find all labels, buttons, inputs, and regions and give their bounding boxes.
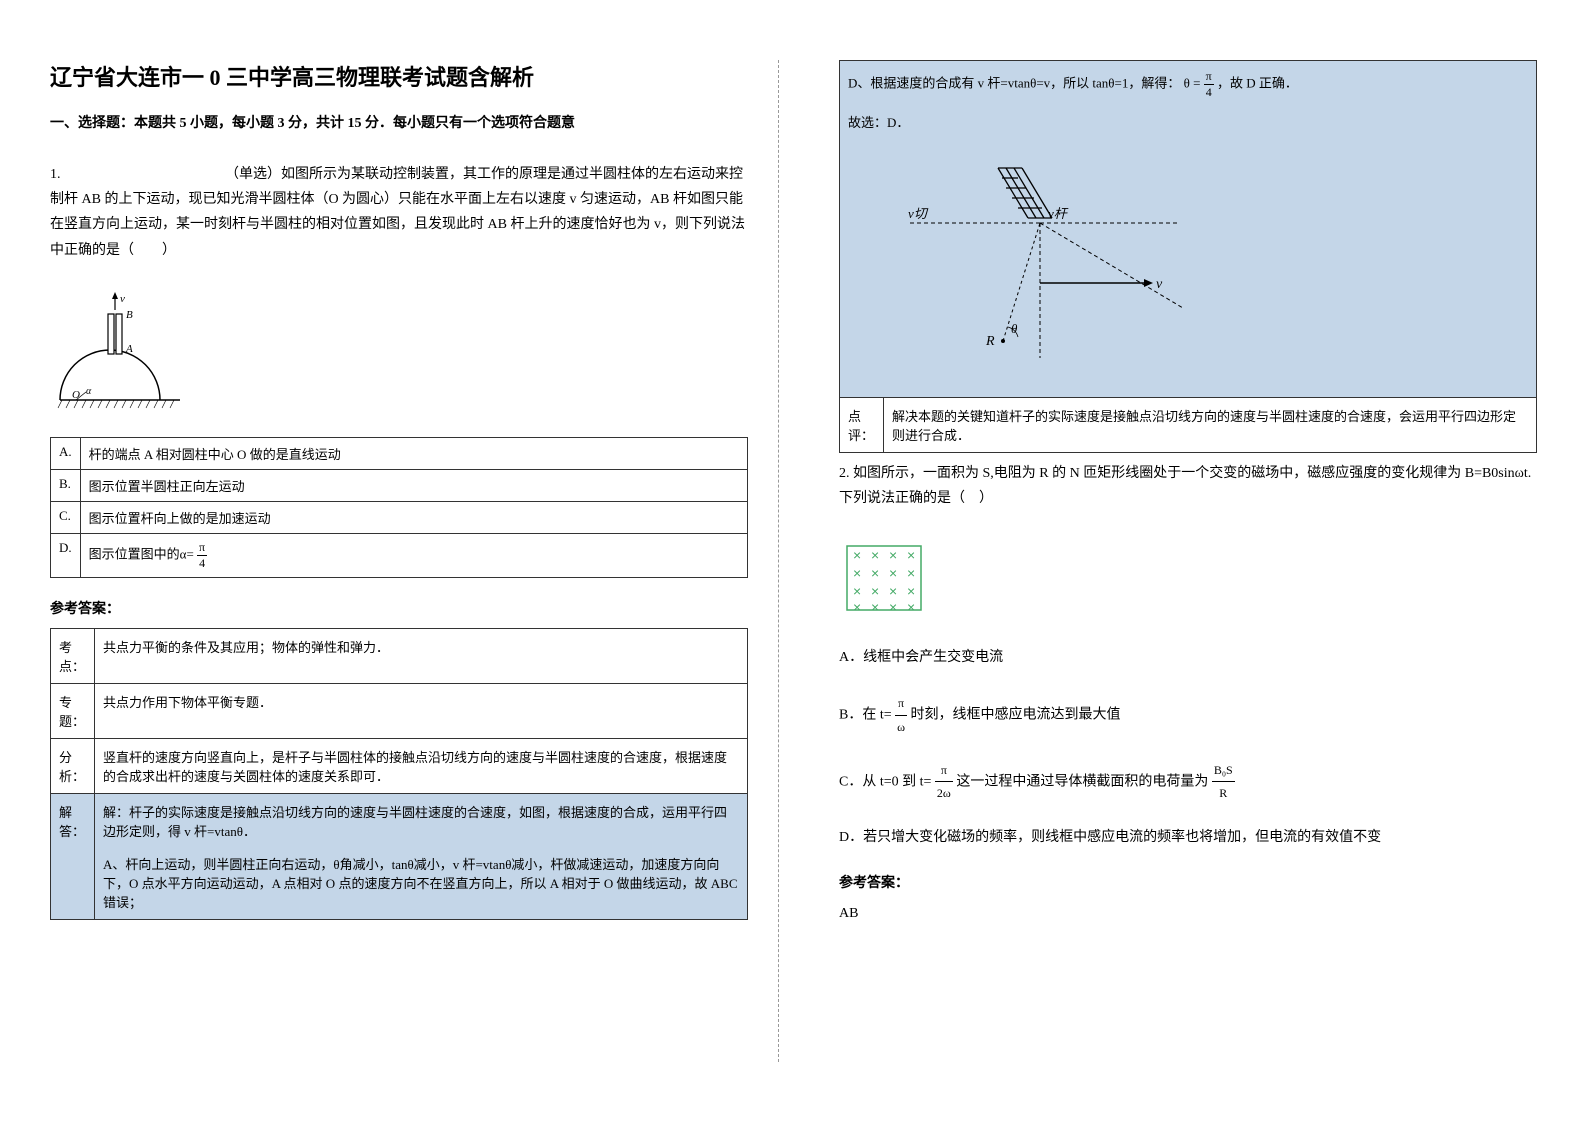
svg-text:×: ×	[907, 565, 915, 581]
svg-text:×: ×	[871, 583, 879, 599]
q2-text: 2. 如图所示，一面积为 S,电阻为 R 的 N 匝矩形线圈处于一个交变的磁场中…	[839, 461, 1537, 511]
q2-opt-d: D．若只增大变化磁场的频率，则线框中感应电流的频率也将增加，但电流的有效值不变	[839, 825, 1537, 852]
opt-d-frac-top: π	[197, 540, 207, 556]
velocity-diagram: v v切 v杆 R θ	[848, 143, 1528, 377]
q2-optc-f1t: π	[935, 759, 953, 783]
v-label: v	[1156, 277, 1163, 292]
q1-body: （单选）如图所示为某联动控制装置，其工作的原理是通过半圆柱体的左右运动来控制杆 …	[50, 167, 745, 258]
opt-c-label: C.	[51, 501, 81, 533]
q1-num: 1.	[50, 167, 61, 182]
opt-d-frac-bot: 4	[197, 556, 207, 571]
q2-optc-f1b: 2ω	[935, 782, 953, 805]
q2-ref-answer-label: 参考答案：	[839, 872, 1537, 892]
svg-text:O: O	[72, 389, 80, 401]
page-title: 辽宁省大连市一 0 三中学高三物理联考试题含解析	[50, 60, 748, 92]
q1-analysis: 考点：共点力平衡的条件及其应用；物体的弹性和弹力． 专题：共点力作用下物体平衡专…	[50, 628, 748, 920]
opt-d-prefix: 图示位置图中的α=	[89, 546, 194, 561]
right-d-cell: D、根据速度的合成有 v 杆=vtanθ=v，所以 tanθ=1，解得： θ =…	[840, 61, 1537, 398]
theta-eq: θ =	[1184, 75, 1201, 90]
theta-frac-bot: 4	[1204, 85, 1214, 100]
svg-text:×: ×	[889, 583, 897, 599]
svg-text:α: α	[86, 386, 92, 397]
svg-text:×: ×	[871, 547, 879, 563]
opt-d: 图示位置图中的α= π4	[80, 533, 747, 577]
jieda-p1: 解：杆子的实际速度是接触点沿切线方向的速度与半圆柱速度的合速度，如图，根据速度的…	[103, 802, 739, 840]
svg-text:×: ×	[889, 547, 897, 563]
svg-text:B: B	[126, 309, 133, 321]
jieda-label: 解答：	[51, 793, 95, 919]
svg-text:v杆: v杆	[1048, 206, 1069, 221]
svg-text:v: v	[120, 293, 125, 305]
opt-d-label: D.	[51, 533, 81, 577]
svg-text:×: ×	[907, 547, 915, 563]
right-d-tail: ，故 D 正确．	[1217, 75, 1298, 90]
opt-b-label: B.	[51, 469, 81, 501]
q2-figure: ×××× ×××× ×××× ××××	[839, 538, 1537, 623]
q2-body: 如图所示，一面积为 S,电阻为 R 的 N 匝矩形线圈处于一个交变的磁场中，磁感…	[839, 466, 1531, 506]
q1-text: 1. （单选）如图所示为某联动控制装置，其工作的原理是通过半圆柱体的左右运动来控…	[50, 162, 748, 263]
q1-ref-answer-label: 参考答案：	[50, 598, 748, 618]
section-header: 一、选择题：本题共 5 小题，每小题 3 分，共计 15 分．每小题只有一个选项…	[50, 112, 748, 132]
zhuanti: 共点力作用下物体平衡专题．	[95, 683, 748, 738]
opt-b: 图示位置半圆柱正向左运动	[80, 469, 747, 501]
jieda-p2: A、杆向上运动，则半圆柱正向右运动，θ角减小，tanθ减小，v 杆=vtanθ减…	[103, 854, 739, 911]
svg-text:×: ×	[907, 583, 915, 599]
conclusion: 故选：D．	[848, 112, 1528, 131]
q2-answer: AB	[839, 906, 1537, 922]
svg-text:×: ×	[853, 547, 861, 563]
q2-num: 2.	[839, 466, 850, 481]
zhuanti-label: 专题：	[51, 683, 95, 738]
fenxi: 竖直杆的速度方向竖直向上，是杆子与半圆柱体的接触点沿切线方向的速度与半圆柱速度的…	[95, 738, 748, 793]
svg-text:×: ×	[871, 565, 879, 581]
q2-optc-f2b: R	[1212, 782, 1235, 805]
svg-text:×: ×	[853, 565, 861, 581]
fenxi-label: 分析：	[51, 738, 95, 793]
v-gan: v杆	[1048, 206, 1069, 221]
dianping-label: 点评：	[840, 398, 884, 453]
svg-text:v切: v切	[908, 206, 929, 221]
svg-text:×: ×	[907, 599, 915, 615]
r-label: R	[985, 334, 995, 349]
kaodian: 共点力平衡的条件及其应用；物体的弹性和弹力．	[95, 628, 748, 683]
v-qie: v切	[908, 206, 929, 221]
opt-c: 图示位置杆向上做的是加速运动	[80, 501, 747, 533]
q1-figure: O α A B v	[50, 290, 748, 415]
kaodian-label: 考点：	[51, 628, 95, 683]
right-d-text: D、根据速度的合成有 v 杆=vtanθ=v，所以 tanθ=1，解得：	[848, 75, 1180, 90]
q2-opt-a: A．线框中会产生交变电流	[839, 645, 1537, 672]
q2-optc-f2t: B₀S	[1212, 759, 1235, 783]
opt-a: 杆的端点 A 相对圆柱中心 O 做的是直线运动	[80, 437, 747, 469]
jieda: 解：杆子的实际速度是接触点沿切线方向的速度与半圆柱速度的合速度，如图，根据速度的…	[95, 793, 748, 919]
svg-text:×: ×	[853, 583, 861, 599]
svg-text:×: ×	[889, 599, 897, 615]
svg-text:×: ×	[853, 599, 861, 615]
opt-a-label: A.	[51, 437, 81, 469]
q2-optc-mid: 这一过程中通过导体横截面积的电荷量为	[956, 774, 1212, 789]
q2-opt-c: C．从 t=0 到 t= π2ω 这一过程中通过导体横截面积的电荷量为 B₀SR	[839, 759, 1537, 806]
q1-options: A.杆的端点 A 相对圆柱中心 O 做的是直线运动 B.图示位置半圆柱正向左运动…	[50, 437, 748, 578]
q2-optb-fb: ω	[895, 716, 907, 739]
svg-text:A: A	[125, 343, 133, 355]
right-continuation-table: D、根据速度的合成有 v 杆=vtanθ=v，所以 tanθ=1，解得： θ =…	[839, 60, 1537, 453]
theta-frac-top: π	[1204, 69, 1214, 85]
q2-opt-b: B．在 t= πω 时刻，线框中感应电流达到最大值	[839, 692, 1537, 739]
q2-optb-prefix: B．在 t=	[839, 707, 892, 722]
dianping: 解决本题的关键知道杆子的实际速度是接触点沿切线方向的速度与半圆柱速度的合速度，会…	[884, 398, 1537, 453]
q2-optb-ft: π	[895, 692, 907, 716]
svg-text:×: ×	[889, 565, 897, 581]
svg-text:×: ×	[871, 599, 879, 615]
q2-optb-tail: 时刻，线框中感应电流达到最大值	[911, 707, 1121, 722]
q2-optc-prefix: C．从 t=0 到 t=	[839, 774, 931, 789]
